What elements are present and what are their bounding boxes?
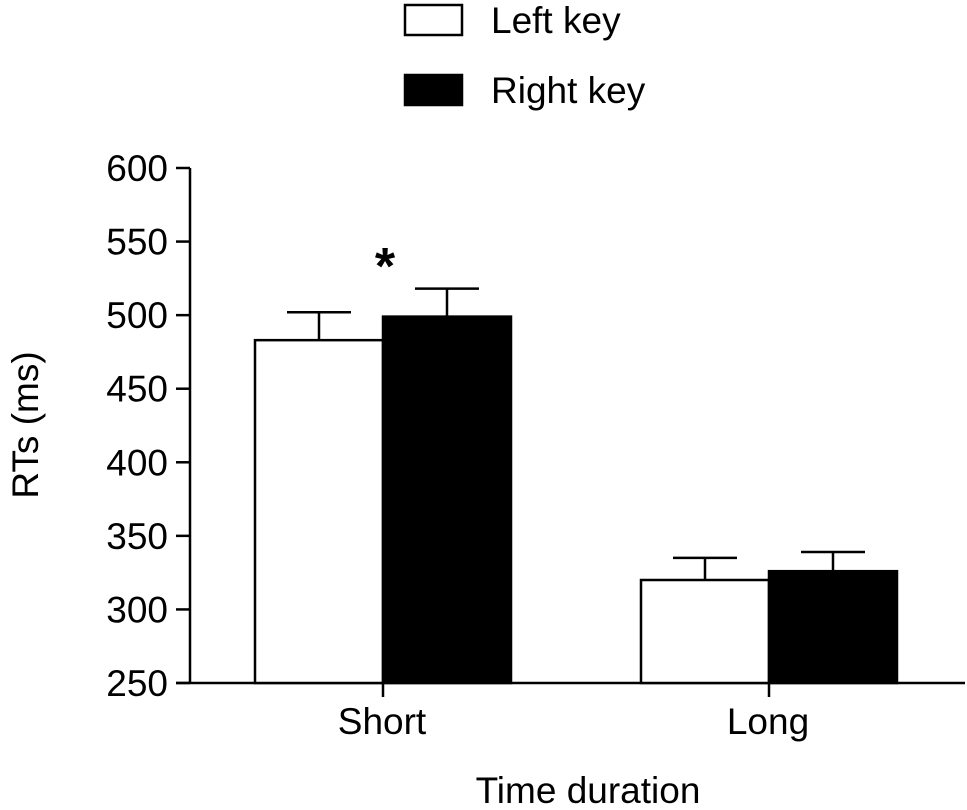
x-tick-label: Short bbox=[338, 701, 427, 742]
y-tick-label: 500 bbox=[106, 295, 168, 336]
legend-swatch bbox=[403, 73, 464, 107]
y-tick-label: 300 bbox=[106, 589, 168, 630]
y-tick-label: 600 bbox=[106, 148, 168, 189]
y-tick-label: 350 bbox=[106, 516, 168, 557]
y-tick-label: 450 bbox=[106, 369, 168, 410]
x-axis: Short Long bbox=[176, 681, 965, 742]
bar-long-right-key bbox=[767, 569, 899, 685]
annotations: * bbox=[375, 238, 396, 296]
y-tick-label: 250 bbox=[106, 663, 168, 704]
legend-label: Right key bbox=[491, 70, 646, 111]
x-tick-label: Long bbox=[727, 701, 809, 742]
bar-long-left-key bbox=[639, 578, 771, 685]
y-tick-label: 400 bbox=[106, 442, 168, 483]
legend-label: Left key bbox=[491, 0, 621, 41]
y-axis-title: RTs (ms) bbox=[5, 351, 46, 498]
x-axis-title: Time duration bbox=[476, 770, 701, 810]
legend: Left key Right key bbox=[403, 0, 646, 111]
y-axis: 250 300 350 400 450 500 550 600 bbox=[106, 148, 192, 704]
significance-marker: * bbox=[375, 238, 396, 296]
legend-swatch bbox=[403, 3, 464, 37]
bar-short-left-key bbox=[253, 338, 385, 685]
bar-short-right-key bbox=[381, 315, 513, 685]
y-tick-label: 550 bbox=[106, 222, 168, 263]
bars bbox=[253, 287, 899, 685]
